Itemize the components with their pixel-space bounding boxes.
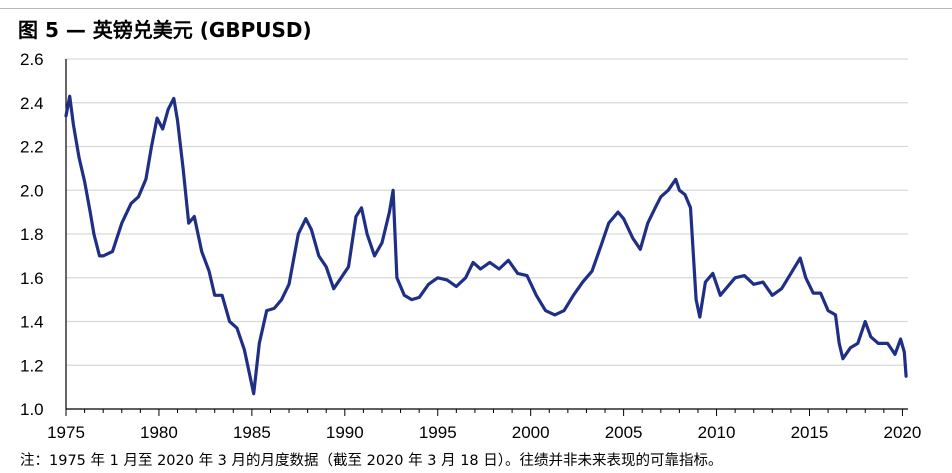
x-tick-labels: 1975 1980 1985 1990 1995 2000 2005 2010 2015 2020 [47, 423, 921, 442]
y-tick-label: 2.6 [20, 50, 44, 69]
y-tick-label: 2.0 [20, 181, 44, 200]
y-tick-label: 1.6 [20, 269, 44, 288]
y-tick-label: 2.4 [20, 94, 44, 113]
gridlines [66, 58, 908, 366]
x-tick-label: 2005 [605, 423, 643, 442]
axes [65, 59, 908, 416]
top-rule [0, 8, 952, 9]
x-tick-label: 2020 [884, 423, 922, 442]
y-tick-labels: 1.0 1.2 1.4 1.6 1.8 2.0 2.2 2.4 2.6 [20, 50, 44, 419]
chart-title: 图 5 — 英镑兑美元 (GBPUSD) [18, 18, 312, 42]
x-tick-label: 1975 [47, 423, 85, 442]
y-tick-label: 1.8 [20, 225, 44, 244]
x-tick-label: 2000 [512, 423, 550, 442]
x-tick-label: 2015 [791, 423, 829, 442]
x-tick-label: 1990 [326, 423, 364, 442]
y-tick-label: 1.2 [20, 356, 44, 375]
y-tick-label: 1.4 [20, 313, 44, 332]
series-line-gbpusd [64, 94, 908, 396]
x-tick-label: 1995 [419, 423, 457, 442]
y-tick-label: 2.2 [20, 138, 44, 157]
y-tick-label: 1.0 [20, 400, 44, 419]
footnote: 注：1975 年 1 月至 2020 年 3 月的月度数据（截至 2020 年 … [20, 453, 723, 469]
x-tick-label: 2010 [698, 423, 736, 442]
x-tick-label: 1980 [140, 423, 178, 442]
x-tick-label: 1985 [233, 423, 271, 442]
